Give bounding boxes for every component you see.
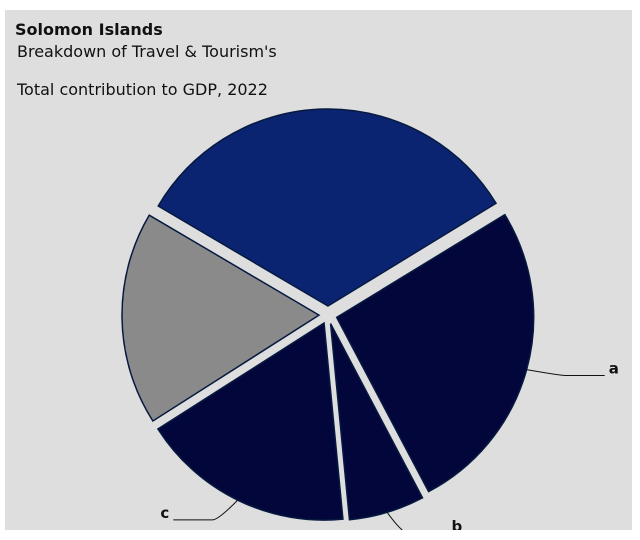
chart-title: Solomon Islands bbox=[15, 20, 163, 39]
chart-card: Solomon Islands Breakdown of Travel & To… bbox=[5, 10, 632, 530]
pie-chart: a b c bbox=[121, 108, 619, 530]
slice-label-c: c bbox=[160, 504, 169, 522]
leader-line-a bbox=[526, 369, 605, 376]
leader-line-b bbox=[386, 512, 403, 530]
slice-label-b: b bbox=[452, 517, 463, 530]
chart-subtitle-line-2: Total contribution to GDP, 2022 bbox=[17, 80, 268, 99]
leader-line-c bbox=[173, 499, 239, 521]
pie-slice-5 bbox=[121, 214, 321, 423]
pie-slice-2 bbox=[335, 213, 535, 493]
slice-label-a: a bbox=[609, 359, 619, 377]
pie-slice-1 bbox=[157, 108, 498, 307]
pie-slice-3 bbox=[329, 323, 424, 521]
pie-slice-4 bbox=[156, 321, 344, 521]
chart-subtitle-line-1: Breakdown of Travel & Tourism's bbox=[17, 42, 277, 61]
